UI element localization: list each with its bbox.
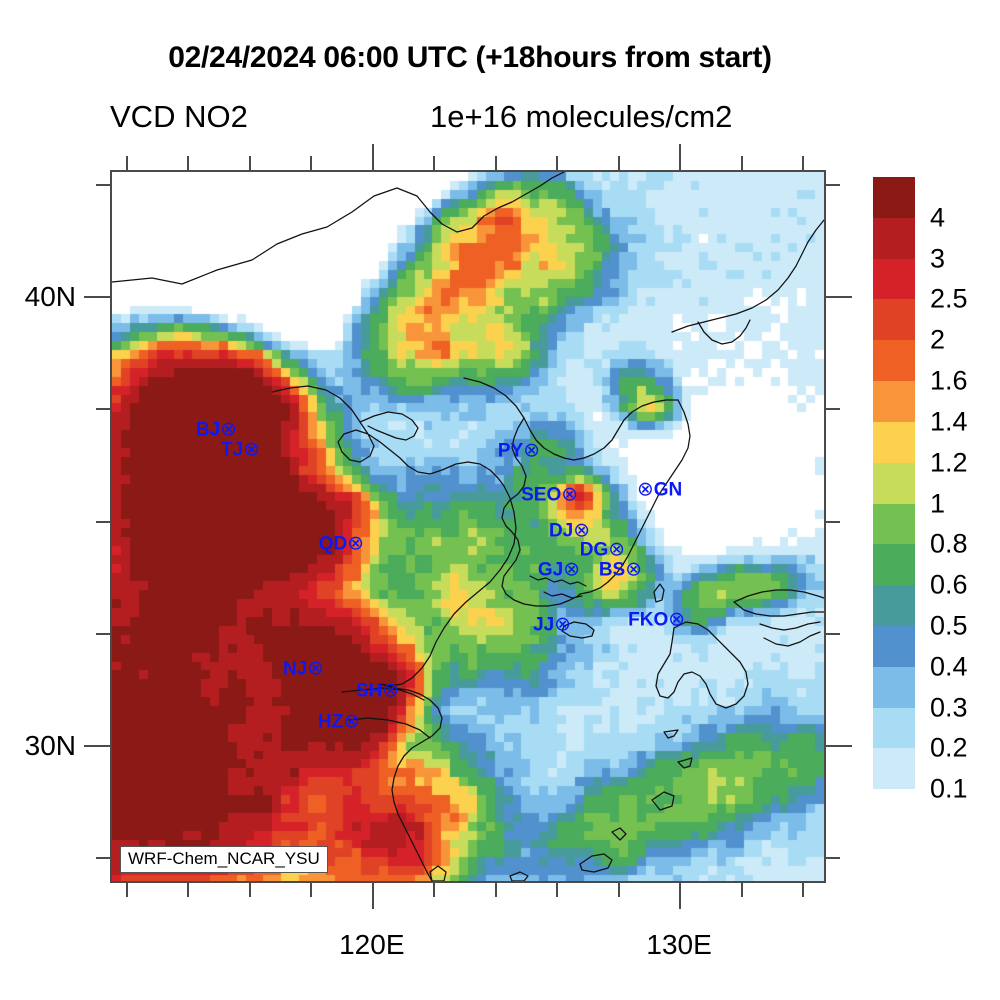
axis-tick bbox=[740, 883, 743, 897]
colorbar-band bbox=[873, 544, 915, 586]
colorbar-band bbox=[873, 177, 915, 219]
axis-tick bbox=[802, 156, 804, 170]
axis-tick bbox=[126, 156, 128, 170]
axis-tick bbox=[740, 156, 743, 170]
axis-tick bbox=[310, 156, 313, 170]
colorbar-tick-label: 1.2 bbox=[930, 447, 968, 478]
colorbar-band bbox=[873, 748, 915, 790]
colorbar-tick-label: 0.3 bbox=[930, 692, 968, 723]
axis-tick bbox=[826, 632, 840, 635]
colorbar bbox=[873, 177, 915, 831]
colorbar-band bbox=[873, 585, 915, 627]
colorbar-tick-label: 4 bbox=[930, 202, 946, 233]
colorbar-band bbox=[873, 299, 915, 341]
colorbar-band bbox=[873, 707, 915, 749]
axis-tick bbox=[84, 744, 110, 747]
axis-tick bbox=[84, 296, 110, 299]
axis-tick bbox=[126, 883, 128, 897]
axis-tick bbox=[617, 883, 620, 897]
axis-tick bbox=[96, 857, 110, 859]
axis-tick bbox=[310, 883, 313, 897]
colorbar-tick-label: 0.6 bbox=[930, 569, 968, 600]
axis-tick-label: 30N bbox=[24, 729, 76, 761]
axis-tick bbox=[802, 883, 804, 897]
axis-tick bbox=[679, 144, 682, 170]
axis-tick-label: 40N bbox=[24, 281, 76, 313]
axis-tick bbox=[187, 883, 190, 897]
axis-tick bbox=[556, 156, 559, 170]
colorbar-band bbox=[873, 258, 915, 301]
axis-tick bbox=[826, 857, 840, 859]
no2-heatmap-raster bbox=[112, 172, 824, 881]
colorbar-band bbox=[873, 381, 915, 423]
colorbar-band bbox=[873, 421, 915, 464]
model-watermark: WRF-Chem_NCAR_YSU bbox=[120, 846, 328, 873]
colorbar-band bbox=[873, 503, 915, 545]
axis-tick bbox=[826, 296, 852, 299]
colorbar-tick-label: 0.8 bbox=[930, 528, 968, 559]
page-title: 02/24/2024 06:00 UTC (+18hours from star… bbox=[168, 41, 772, 74]
colorbar-tick-label: 0.2 bbox=[930, 732, 968, 763]
colorbar-band bbox=[873, 340, 915, 382]
axis-tick bbox=[679, 883, 682, 909]
colorbar-tick-label: 3 bbox=[930, 243, 946, 274]
colorbar-tick-label: 1.6 bbox=[930, 365, 968, 396]
axis-tick bbox=[96, 632, 110, 635]
axis-tick bbox=[826, 408, 840, 411]
variable-label: VCD NO2 bbox=[110, 99, 248, 134]
colorbar-band bbox=[873, 789, 915, 831]
units-label: 1e+16 molecules/cm2 bbox=[430, 99, 733, 134]
colorbar-tick-label: 1.4 bbox=[930, 406, 968, 437]
axis-tick bbox=[826, 184, 840, 186]
axis-tick bbox=[826, 744, 852, 747]
colorbar-band bbox=[873, 217, 915, 260]
colorbar-tick-label: 0.5 bbox=[930, 610, 968, 641]
colorbar-tick-label: 1 bbox=[930, 488, 946, 518]
colorbar-tick-label: 2.5 bbox=[930, 283, 968, 314]
axis-tick bbox=[433, 883, 436, 897]
axis-tick bbox=[617, 156, 620, 170]
axis-tick-label: 130E bbox=[646, 929, 712, 960]
axis-tick bbox=[826, 520, 840, 523]
axis-tick bbox=[96, 520, 110, 523]
axis-tick bbox=[371, 144, 374, 170]
colorbar-band bbox=[873, 625, 915, 668]
colorbar-band bbox=[873, 462, 915, 505]
colorbar-band bbox=[873, 666, 915, 709]
axis-tick bbox=[371, 883, 374, 909]
colorbar-tick-label: 2 bbox=[930, 324, 946, 355]
axis-tick bbox=[96, 408, 110, 411]
colorbar-tick-label: 0.4 bbox=[930, 651, 968, 682]
axis-tick bbox=[96, 184, 110, 186]
axis-tick bbox=[248, 156, 251, 170]
axis-tick bbox=[494, 156, 497, 170]
map-panel: BJ⊗ TJ⊗ QD⊗ NJ⊗ SH⊗ HZ⊗ PY⊗ SEO⊗ ⊗GN DJ⊗ DG⊗ GJ⊗ BS⊗… bbox=[110, 170, 826, 883]
axis-tick bbox=[187, 156, 190, 170]
axis-tick bbox=[494, 883, 497, 897]
axis-tick bbox=[433, 156, 436, 170]
axis-tick bbox=[248, 883, 251, 897]
colorbar-tick-label: 0.1 bbox=[930, 773, 968, 804]
axis-tick bbox=[556, 883, 559, 897]
axis-tick-label: 120E bbox=[339, 929, 405, 960]
